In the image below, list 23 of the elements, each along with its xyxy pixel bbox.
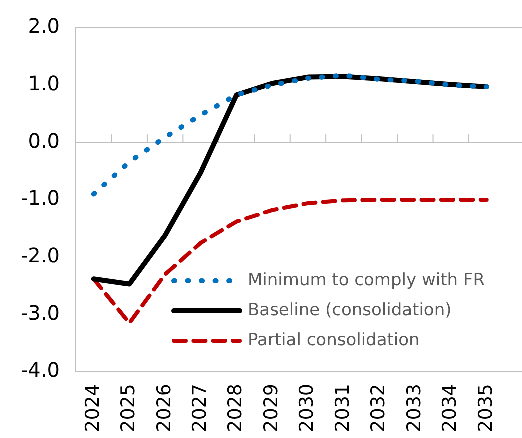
x-tick-label: 2031 — [332, 384, 354, 432]
y-tick-label: -3.0 — [20, 300, 60, 325]
y-tick-label: 2.0 — [28, 14, 60, 38]
x-tick-label: 2024 — [82, 384, 104, 432]
x-tick-label: 2033 — [403, 384, 426, 432]
x-tick-label: 2030 — [296, 384, 318, 432]
legend-label: Baseline (consolidation) — [248, 300, 452, 320]
y-tick-label: 0.0 — [28, 128, 60, 153]
line-series — [92, 198, 489, 326]
x-tick-label: 2034 — [439, 384, 462, 432]
legend-label: Minimum to comply with FR — [248, 270, 486, 290]
y-tick-label: -2.0 — [20, 244, 60, 268]
legend-label: Partial consolidation — [248, 330, 420, 350]
x-tick-label: 2027 — [188, 384, 211, 432]
y-tick-label: -4.0 — [20, 358, 60, 382]
x-tick-label: 2026 — [153, 384, 176, 432]
y-tick-label: 1.0 — [28, 72, 60, 96]
x-tick-label: 2029 — [260, 384, 282, 432]
x-tick-label: 2028 — [224, 384, 247, 432]
y-tick-label: -1.0 — [20, 186, 60, 210]
x-tick-label: 2025 — [118, 384, 140, 432]
x-tick-label: 2032 — [368, 384, 390, 432]
x-tick-label: 2035 — [474, 384, 497, 432]
